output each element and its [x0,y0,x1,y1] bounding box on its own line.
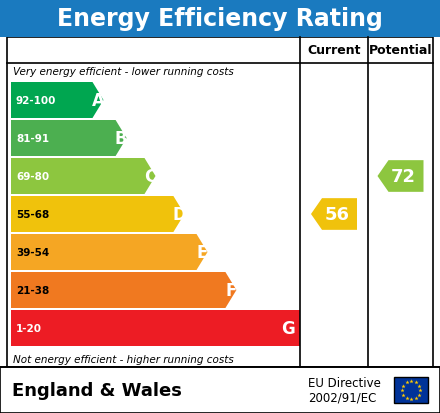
Text: E: E [196,243,208,261]
Text: 69-80: 69-80 [16,171,49,182]
Text: 92-100: 92-100 [16,96,56,106]
Bar [7,38,433,367]
Text: 81-91: 81-91 [16,134,49,144]
Text: England & Wales: England & Wales [12,381,182,399]
Text: Current: Current [307,44,361,57]
Text: 1-20: 1-20 [16,323,42,333]
Polygon shape [11,272,236,308]
Text: EU Directive: EU Directive [308,377,381,389]
Text: 2002/91/EC: 2002/91/EC [308,391,376,404]
Text: 39-54: 39-54 [16,247,49,257]
Text: C: C [144,168,156,185]
Text: B: B [115,130,128,147]
Text: 56: 56 [324,206,349,223]
Polygon shape [11,121,127,157]
Bar [0,0,440,38]
Text: D: D [172,206,186,223]
Text: 21-38: 21-38 [16,285,49,295]
Polygon shape [11,197,184,233]
Text: Very energy efficient - lower running costs: Very energy efficient - lower running co… [13,67,234,77]
Text: F: F [225,281,237,299]
Text: A: A [92,92,104,110]
Polygon shape [311,199,357,230]
Bar [0,367,440,413]
Text: G: G [281,319,295,337]
Text: Potential: Potential [369,44,432,57]
Text: 55-68: 55-68 [16,209,49,219]
Polygon shape [11,310,300,346]
Polygon shape [378,161,423,192]
Polygon shape [11,159,155,195]
Polygon shape [11,235,208,271]
Bar [394,377,428,403]
Text: Not energy efficient - higher running costs: Not energy efficient - higher running co… [13,354,234,364]
Text: 72: 72 [391,168,416,185]
Polygon shape [11,83,103,119]
Text: Energy Efficiency Rating: Energy Efficiency Rating [57,7,383,31]
